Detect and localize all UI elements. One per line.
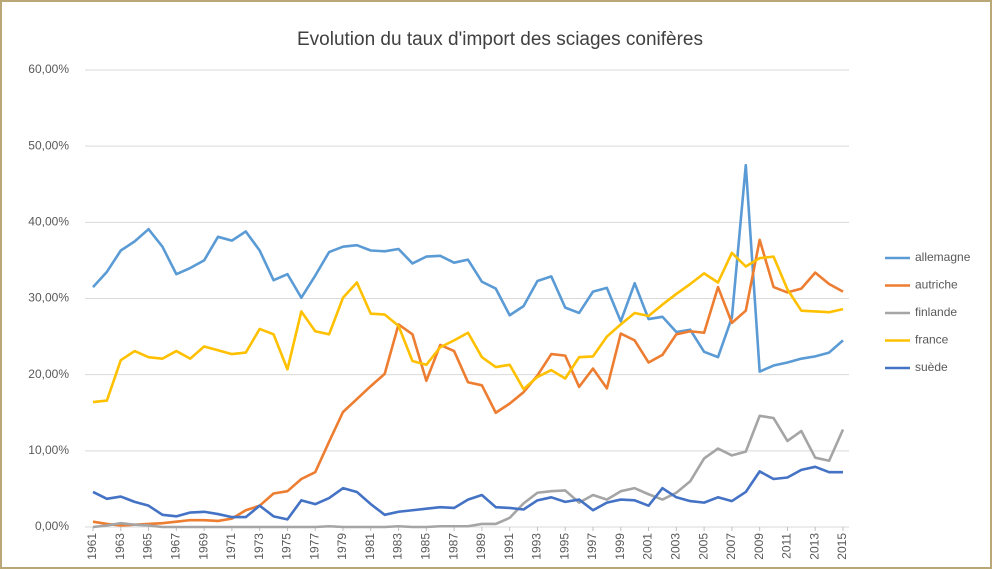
legend-label: finlande — [915, 305, 957, 319]
x-tick-label: 1993 — [530, 533, 544, 560]
x-tick-label: 1981 — [363, 533, 377, 560]
x-tick-label: 1965 — [141, 533, 155, 560]
y-tick-label: 10,00% — [28, 443, 69, 457]
legend-label: suède — [915, 360, 948, 374]
x-tick-label: 1969 — [196, 533, 210, 560]
x-tick-label: 1985 — [419, 533, 433, 560]
x-tick-label: 2015 — [835, 533, 849, 560]
y-tick-label: 40,00% — [28, 215, 69, 229]
y-tick-label: 50,00% — [28, 138, 69, 152]
y-tick-label: 0,00% — [35, 519, 69, 533]
x-tick-label: 1963 — [113, 533, 127, 560]
x-tick-label: 1995 — [557, 533, 571, 560]
legend-label: autriche — [915, 278, 958, 292]
x-tick-label: 1961 — [85, 533, 99, 560]
y-tick-label: 30,00% — [28, 291, 69, 305]
series-line — [92, 251, 844, 404]
x-tick-label: 2009 — [752, 533, 766, 560]
series-line — [92, 238, 844, 527]
x-tick-label: 2013 — [807, 533, 821, 560]
series-line — [92, 465, 843, 521]
series-line — [92, 163, 844, 373]
x-tick-label: 1975 — [280, 533, 294, 560]
y-tick-label: 60,00% — [28, 62, 69, 76]
chart-title: Evolution du taux d'import des sciages c… — [297, 29, 703, 50]
x-tick-label: 1967 — [169, 533, 183, 560]
x-tick-label: 2003 — [669, 533, 683, 560]
x-tick-label: 1991 — [502, 533, 516, 560]
legend-label: allemagne — [915, 250, 971, 264]
x-tick-label: 1999 — [613, 533, 627, 560]
x-tick-label: 1989 — [474, 533, 488, 560]
x-tick-label: 1979 — [335, 533, 349, 560]
x-tick-label: 2007 — [724, 533, 738, 560]
x-tick-label: 1973 — [252, 533, 266, 560]
x-tick-label: 2005 — [696, 533, 710, 560]
series-line — [92, 414, 845, 529]
x-tick-label: 2011 — [780, 533, 794, 559]
x-tick-label: 2001 — [641, 533, 655, 560]
y-tick-label: 20,00% — [28, 367, 69, 381]
x-tick-label: 1997 — [585, 533, 599, 560]
x-tick-label: 1987 — [446, 533, 460, 560]
x-tick-label: 1977 — [307, 533, 321, 560]
legend-label: france — [915, 333, 949, 347]
x-tick-label: 1983 — [391, 533, 405, 560]
x-tick-label: 1971 — [224, 533, 238, 560]
